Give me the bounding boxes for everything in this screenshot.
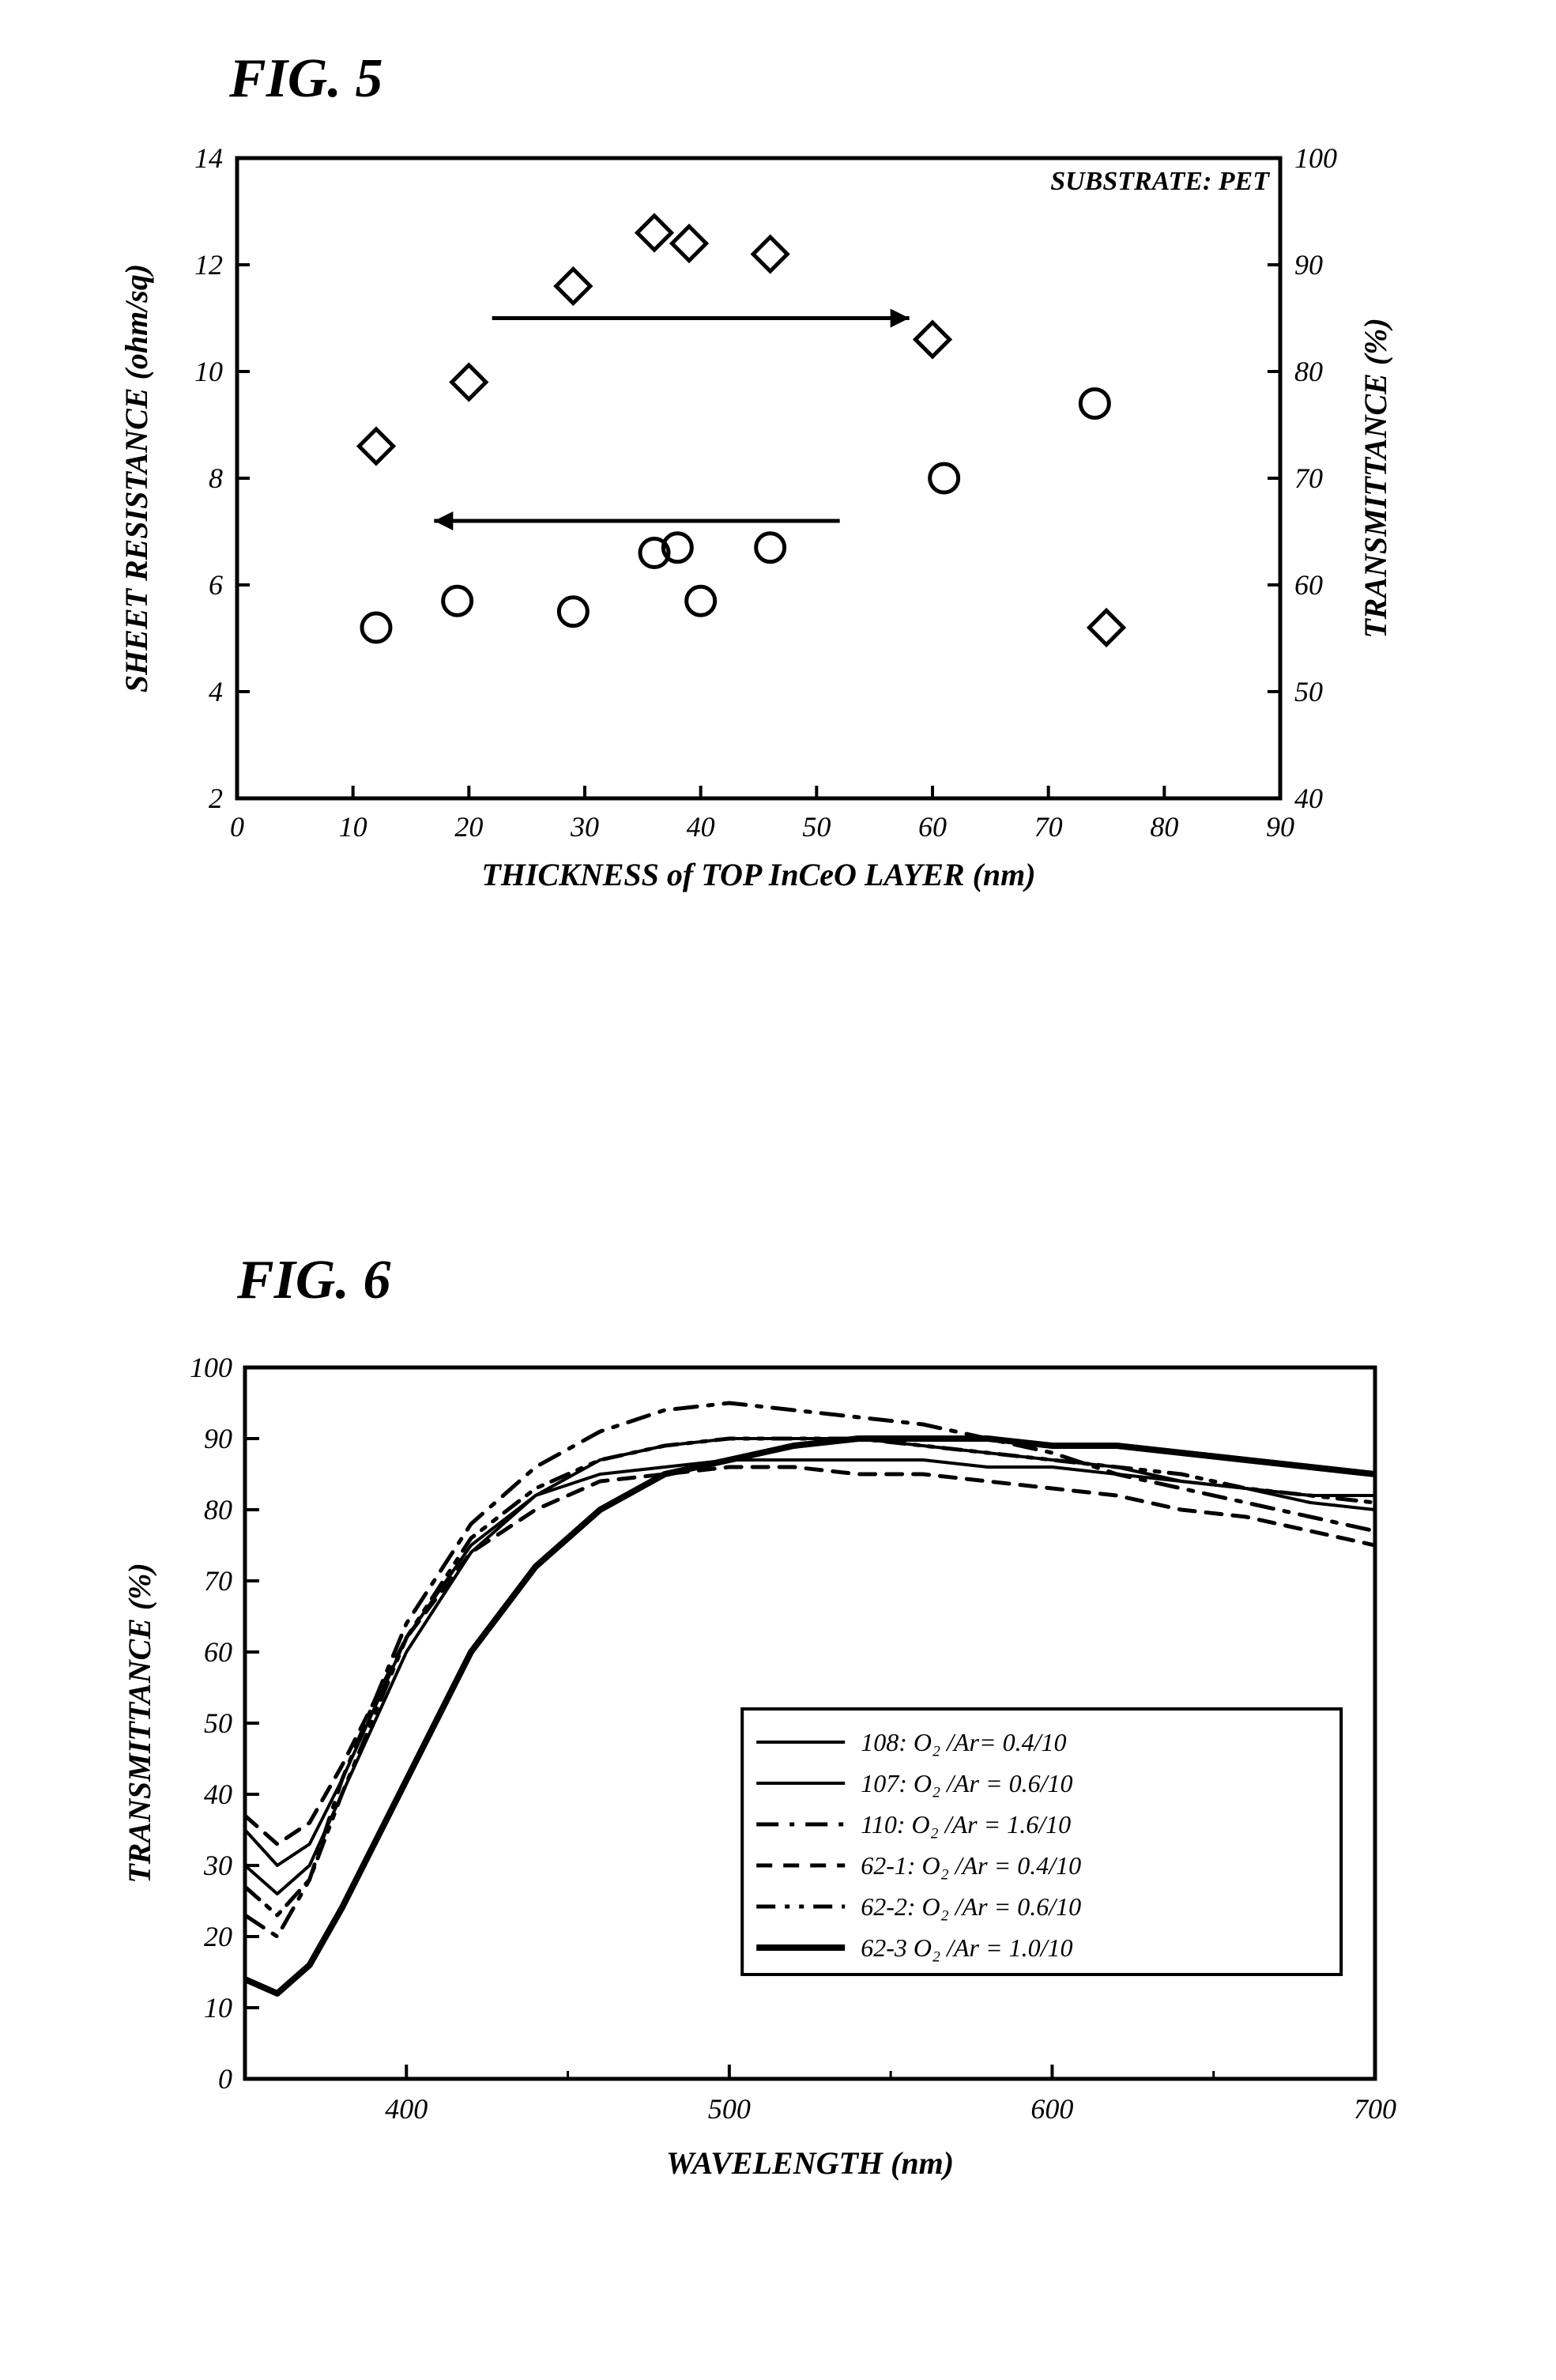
svg-text:90: 90: [1266, 811, 1294, 843]
svg-text:0: 0: [230, 811, 244, 843]
svg-text:THICKNESS of TOP InCeO LAYER (: THICKNESS of TOP InCeO LAYER (nm): [481, 857, 1035, 892]
svg-text:0: 0: [218, 2063, 232, 2095]
svg-text:110: O₂ /Ar = 1.6/10: 110: O₂ /Ar = 1.6/10: [861, 1810, 1071, 1839]
svg-text:30: 30: [203, 1850, 232, 1881]
svg-text:50: 50: [1294, 676, 1323, 707]
svg-text:60: 60: [1294, 569, 1323, 601]
svg-text:500: 500: [708, 2093, 751, 2125]
svg-text:60: 60: [204, 1636, 232, 1668]
svg-text:80: 80: [1150, 811, 1178, 843]
svg-text:100: 100: [190, 1352, 232, 1383]
svg-text:40: 40: [204, 1778, 232, 1810]
svg-text:SUBSTRATE: PET: SUBSTRATE: PET: [1050, 167, 1270, 196]
svg-text:20: 20: [204, 1921, 232, 1952]
svg-text:50: 50: [802, 811, 831, 843]
svg-text:70: 70: [1034, 811, 1063, 843]
fig6-chart: 400 500 600 700 0 10 20 30 40 50 60 70 80 90 100 WAVELE…: [111, 1344, 1407, 2213]
svg-text:40: 40: [1294, 783, 1323, 814]
svg-text:6: 6: [209, 569, 223, 601]
svg-text:100: 100: [1294, 142, 1337, 174]
svg-text:80: 80: [1294, 356, 1323, 387]
svg-text:30: 30: [570, 811, 599, 843]
svg-text:107: O₂ /Ar = 0.6/10: 107: O₂ /Ar = 0.6/10: [861, 1769, 1072, 1797]
fig5-title: FIG. 5: [229, 47, 382, 111]
svg-text:62-3 O₂ /Ar = 1.0/10: 62-3 O₂ /Ar = 1.0/10: [861, 1933, 1072, 1962]
svg-text:2: 2: [209, 783, 223, 814]
fig6-title: FIG. 6: [237, 1249, 390, 1312]
svg-text:90: 90: [1294, 249, 1323, 281]
svg-text:700: 700: [1354, 2093, 1396, 2125]
svg-text:70: 70: [204, 1565, 232, 1597]
page: FIG. 5 0 10 20 30 40 50 60 70 80 90 2 4 6 8 10 12 14 40 50…: [0, 0, 1556, 2380]
svg-text:14: 14: [194, 142, 223, 174]
svg-text:12: 12: [194, 249, 223, 281]
svg-text:50: 50: [204, 1707, 232, 1739]
svg-text:WAVELENGTH (nm): WAVELENGTH (nm): [666, 2145, 954, 2181]
fig5-chart: 0 10 20 30 40 50 60 70 80 90 2 4 6 8 10 12 14 40 50 60 70 80 9…: [111, 134, 1407, 933]
svg-text:TRANSMITTANCE (%): TRANSMITTANCE (%): [122, 1563, 157, 1884]
svg-text:10: 10: [339, 811, 367, 843]
svg-text:62-1: O₂ /Ar = 0.4/10: 62-1: O₂ /Ar = 0.4/10: [861, 1851, 1081, 1880]
svg-text:10: 10: [204, 1992, 232, 2024]
svg-text:40: 40: [687, 811, 715, 843]
svg-text:4: 4: [209, 676, 223, 707]
svg-text:60: 60: [918, 811, 947, 843]
svg-text:20: 20: [454, 811, 483, 843]
svg-text:108: O₂ /Ar= 0.4/10: 108: O₂ /Ar= 0.4/10: [861, 1728, 1066, 1756]
svg-text:SHEET RESISTANCE (ohm/sq): SHEET RESISTANCE (ohm/sq): [119, 264, 154, 692]
svg-text:80: 80: [204, 1494, 232, 1526]
svg-text:600: 600: [1030, 2093, 1073, 2125]
svg-text:TRANSMITTANCE (%): TRANSMITTANCE (%): [1358, 318, 1393, 639]
svg-text:70: 70: [1294, 462, 1323, 494]
svg-text:90: 90: [204, 1423, 232, 1454]
svg-text:10: 10: [194, 356, 223, 387]
svg-text:400: 400: [385, 2093, 428, 2125]
svg-text:62-2: O₂ /Ar = 0.6/10: 62-2: O₂ /Ar = 0.6/10: [861, 1892, 1081, 1921]
svg-text:8: 8: [209, 462, 223, 494]
